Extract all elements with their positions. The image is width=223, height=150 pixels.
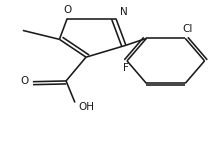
Text: Cl: Cl (182, 24, 193, 34)
Text: N: N (120, 7, 128, 17)
Text: O: O (20, 76, 29, 86)
Text: OH: OH (78, 102, 94, 112)
Text: O: O (63, 5, 71, 15)
Text: F: F (123, 63, 129, 73)
